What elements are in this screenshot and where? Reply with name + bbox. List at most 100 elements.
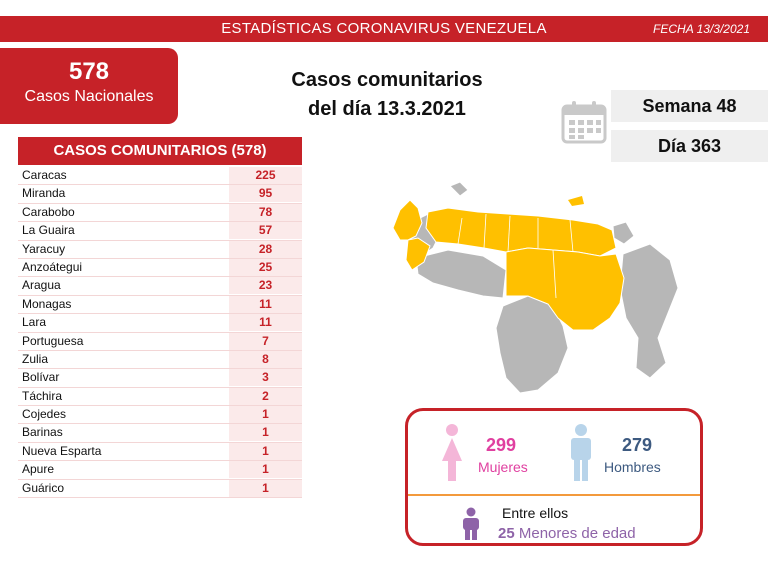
venezuela-map [392, 181, 679, 394]
table-row: Bolívar 3 [18, 369, 302, 388]
case-count: 7 [262, 333, 269, 348]
state-name: Cojedes [22, 407, 67, 422]
map-region-yellow-center [505, 247, 625, 331]
table-row: Caracas 225 [18, 167, 302, 186]
report-date: FECHA 13/3/2021 [653, 22, 750, 36]
case-count: 78 [258, 204, 273, 219]
page-heading: Casos comunitarios del día 13.3.2021 [262, 66, 512, 124]
state-name: Portuguesa [22, 333, 84, 348]
case-count: 1 [262, 407, 269, 422]
case-count: 1 [262, 443, 269, 458]
national-cases-label: Casos Nacionales [24, 88, 154, 105]
case-count: 25 [258, 259, 273, 274]
count-cell-bg [229, 240, 302, 258]
state-name: La Guaira [22, 223, 75, 238]
count-cell-bg [229, 167, 302, 184]
case-count: 95 [258, 186, 273, 201]
national-cases-box: 578 Casos Nacionales [0, 48, 178, 124]
state-name: Barinas [22, 425, 63, 440]
calendar-icon [561, 101, 607, 144]
gender-breakdown-panel: 299 Mujeres 279 Hombres Entre ellos 25 M… [405, 408, 703, 546]
state-name: Zulia [22, 351, 49, 366]
count-cell-bg [229, 258, 302, 276]
count-cell-bg [229, 369, 302, 387]
state-name: Nueva Esparta [22, 443, 102, 458]
female-icon [442, 424, 462, 481]
count-cell-bg [229, 277, 302, 295]
table-row: Miranda 95 [18, 185, 302, 204]
case-count: 1 [262, 480, 269, 495]
state-name: Miranda [22, 186, 66, 201]
case-count: 225 [255, 168, 276, 182]
table-row: Carabobo 78 [18, 203, 302, 223]
case-count: 11 [259, 296, 272, 311]
count-cell-bg [229, 479, 302, 497]
table-row: Cojedes 1 [18, 406, 302, 425]
table-row: Zulia 8 [18, 350, 302, 370]
state-name: Guárico [22, 480, 65, 495]
child-icon [463, 507, 479, 540]
state-name: Carabobo [22, 204, 75, 219]
case-count: 3 [262, 370, 269, 385]
men-count: 279 [622, 435, 653, 455]
table-row: Yaracuy 28 [18, 240, 302, 259]
count-cell-bg [229, 203, 302, 221]
count-cell-bg [229, 442, 302, 460]
case-count: 1 [262, 425, 269, 440]
national-cases-count: 578 [68, 58, 110, 85]
among-them-label: Entre ellos [502, 505, 569, 521]
table-row: La Guaira 57 [18, 222, 302, 241]
map-region-gray-north [449, 181, 469, 197]
state-name: Lara [22, 315, 47, 330]
state-name: Anzoátegui [22, 259, 83, 274]
state-name: Bolívar [22, 370, 60, 385]
count-cell-bg [229, 295, 302, 313]
cases-table: Caracas 225 Miranda 95 Carabobo 78 La Guaira 57… [18, 167, 302, 499]
map-region-gray-plains [415, 249, 507, 299]
table-row: Anzoátegui 25 [18, 258, 302, 278]
case-count: 57 [258, 223, 273, 238]
day-badge: Día 363 [611, 130, 768, 162]
table-row: Aragua 23 [18, 277, 302, 296]
state-name: Monagas [22, 296, 72, 311]
heading-line-2: del día 13.3.2021 [308, 98, 466, 120]
count-cell-bg [229, 332, 302, 350]
table-row: Portuguesa 7 [18, 332, 302, 351]
table-row: Táchira 2 [18, 387, 302, 407]
table-title: CASOS COMUNITARIOS (578) [18, 137, 302, 165]
map-region-gray-east [619, 243, 679, 379]
heading-line-1: Casos comunitarios [291, 69, 483, 91]
table-row: Apure 1 [18, 461, 302, 480]
table-row: Barinas 1 [18, 424, 302, 443]
state-name: Apure [22, 462, 55, 477]
count-cell-bg [229, 222, 302, 240]
panel-divider [408, 494, 700, 496]
count-cell-bg [229, 350, 302, 368]
map-region-yellow-andes [405, 237, 431, 271]
table-row: Guárico 1 [18, 479, 302, 499]
count-cell-bg [229, 424, 302, 442]
case-count: 23 [258, 278, 273, 293]
state-name: Aragua [22, 278, 61, 293]
map-region-gray-delta [612, 221, 635, 245]
case-count: 11 [259, 315, 272, 330]
map-region-yellow-west [392, 199, 423, 241]
men-label: Hombres [604, 459, 661, 475]
minors-count: 25 [498, 525, 515, 542]
case-count: 2 [262, 388, 269, 403]
table-row: Nueva Esparta 1 [18, 442, 302, 462]
count-cell-bg [229, 185, 302, 203]
count-cell-bg [229, 387, 302, 405]
header-bar: ESTADÍSTICAS CORONAVIRUS VENEZUELA FECHA… [0, 16, 768, 42]
male-icon [571, 424, 591, 481]
case-count: 1 [262, 462, 269, 477]
case-count: 28 [258, 241, 273, 256]
table-row: Lara 11 [18, 314, 302, 333]
table-row: Monagas 11 [18, 295, 302, 315]
state-name: Táchira [22, 388, 63, 403]
women-label: Mujeres [478, 459, 528, 475]
map-region-yellow-island [568, 196, 584, 206]
count-cell-bg [229, 461, 302, 479]
state-name: Caracas [22, 168, 67, 182]
minors-line: 25 Menores de edad [498, 525, 636, 542]
